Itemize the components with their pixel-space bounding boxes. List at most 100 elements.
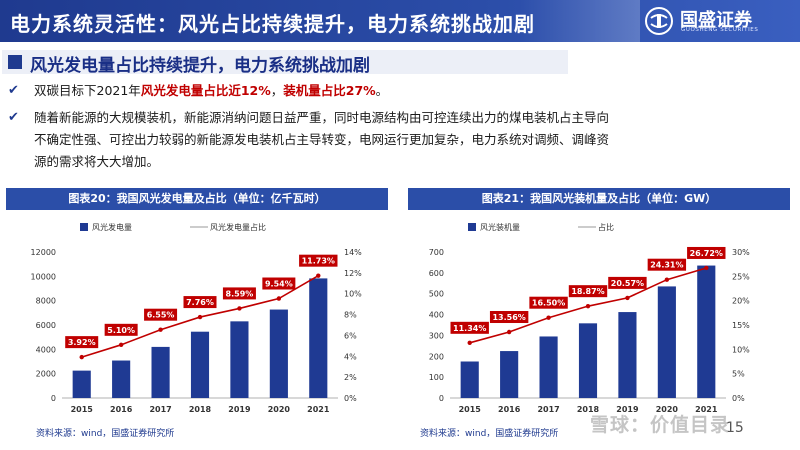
legend-label-line: 风光发电量占比 <box>210 222 266 232</box>
data-label-bg <box>299 254 338 267</box>
section-title: 风光发电量占比持续提升，电力系统挑战加剧 <box>30 56 370 76</box>
y-left-tick-label: 12000 <box>31 248 56 257</box>
bullet-2-line-3: 源的需求将大大增加。 <box>34 154 160 169</box>
legend-swatch-bar <box>80 223 88 231</box>
y-right-tick-label: 25% <box>732 272 750 281</box>
bullet-1-highlight-generation: 风光发电量占比近12% <box>140 83 271 98</box>
y-left-tick-label: 700 <box>429 248 444 257</box>
line-point <box>276 296 282 301</box>
data-label-bg <box>450 321 489 334</box>
y-left-tick-label: 400 <box>429 311 444 320</box>
data-label: 18.87% <box>571 287 604 296</box>
x-tick-label: 2017 <box>149 405 171 414</box>
line-point <box>585 303 591 309</box>
y-right-tick-label: 5% <box>732 370 745 379</box>
bar-2017 <box>151 346 170 398</box>
bullet-1-part: 。 <box>375 83 389 98</box>
y-right-tick-label: 12% <box>344 269 362 278</box>
chart-generation: 0 2000 4000 6000 8000 10000 12000 0% 2% 4% 6% 8% 10%… <box>31 222 363 414</box>
data-label: 3.92% <box>68 338 96 347</box>
bar-2021 <box>309 278 328 398</box>
y-right-tick-label: 4% <box>344 352 357 361</box>
bullet-1-highlight-capacity: 装机量占比27% <box>283 83 376 98</box>
bar-2018 <box>578 323 598 398</box>
data-label: 26.72% <box>690 249 723 258</box>
data-label-bg <box>222 287 256 300</box>
bar-2016 <box>500 351 519 398</box>
bullet-1-part: ， <box>270 83 284 98</box>
line-point <box>467 340 472 346</box>
header-bar: 电力系统灵活性：风光占比持续提升，电力系统挑战加剧 国盛证券 GUOSHENG … <box>0 0 800 42</box>
data-label-bg <box>65 336 99 349</box>
line-point <box>316 273 321 278</box>
line-point <box>625 295 630 301</box>
bar-2021 <box>697 265 716 398</box>
line-point <box>704 265 709 271</box>
y-right-tick-label: 6% <box>344 331 357 340</box>
data-label-bg <box>608 276 647 289</box>
x-tick-label: 2020 <box>656 405 679 414</box>
x-tick-label: 2017 <box>537 405 559 414</box>
y-right-tick-label: 10% <box>732 345 750 354</box>
data-label: 6.55% <box>147 311 175 320</box>
data-label-bg <box>104 323 138 336</box>
line-point <box>158 327 163 332</box>
x-tick-label: 2016 <box>498 405 521 414</box>
y-left-tick-label: 4000 <box>36 345 56 354</box>
bullet-1-part: 双碳目标下2021年 <box>34 83 141 98</box>
data-label: 7.76% <box>186 298 214 307</box>
y-left-tick-label: 0 <box>439 394 444 403</box>
line-point <box>79 354 84 360</box>
y-right-tick-label: 2% <box>344 373 357 382</box>
page-title: 电力系统灵活性：风光占比持续提升，电力系统挑战加剧 <box>10 12 535 36</box>
data-label: 16.50% <box>532 299 565 308</box>
y-left-tick-label: 600 <box>429 269 444 278</box>
line-point <box>546 315 551 320</box>
bullet-2-line-2: 不确定性强、可控出力较弱的新能源发电装机占主导转变，电网运行更加复杂，电力系统对… <box>34 132 610 147</box>
y-right-tick-label: 30% <box>732 248 750 257</box>
chart-title-left: 图表20：我国风光发电量及占比（单位：亿千瓦时） <box>6 188 388 210</box>
y-left-tick-label: 500 <box>429 290 444 299</box>
data-label-bg <box>568 285 608 298</box>
x-tick-label: 2018 <box>577 405 600 414</box>
bar-2019 <box>230 321 249 398</box>
data-label: 13.56% <box>492 313 525 322</box>
bar-2015 <box>460 361 479 398</box>
y-right-tick-label: 10% <box>344 290 362 299</box>
line-point <box>237 306 242 311</box>
data-label: 24.31% <box>650 261 683 270</box>
y-right-tick-label: 8% <box>344 311 357 320</box>
legend-swatch-bar <box>468 223 476 231</box>
y-left-tick-label: 2000 <box>36 370 56 379</box>
x-tick-label: 2019 <box>616 405 639 414</box>
bar-2016 <box>112 360 131 398</box>
data-label: 9.54% <box>265 280 293 289</box>
data-label-bg <box>529 296 568 309</box>
checkmark-icon: ✔ <box>8 83 19 98</box>
logo-text: 国盛证券 <box>680 10 752 31</box>
y-right-tick-label: 14% <box>344 248 362 257</box>
bar-2017 <box>539 336 558 398</box>
x-tick-label: 2021 <box>695 405 718 414</box>
line-point <box>118 342 124 348</box>
legend-label-bar: 风光装机量 <box>480 222 520 232</box>
data-label: 20.57% <box>611 279 644 288</box>
data-label-bg <box>647 258 687 271</box>
y-left-tick-label: 8000 <box>36 297 56 306</box>
x-tick-label: 2015 <box>71 405 94 414</box>
y-right-tick-label: 20% <box>732 297 750 306</box>
y-left-tick-label: 0 <box>51 394 56 403</box>
logo-subtext: GUOSHENG SECURITIES <box>681 27 759 33</box>
data-label: 8.59% <box>226 289 254 298</box>
data-label: 5.10% <box>107 326 135 335</box>
y-left-tick-label: 6000 <box>36 321 56 330</box>
bullet-text-1: 双碳目标下2021年风光发电量占比近12%，装机量占比27%。 <box>34 82 388 100</box>
chart-capacity: 0 100 200 300 400 500 600 700 0% 5% 10% 15% 20% 25% 30… <box>429 222 750 414</box>
x-tick-label: 2018 <box>189 405 212 414</box>
section-title-bar <box>2 50 568 74</box>
x-tick-label: 2016 <box>110 405 133 414</box>
data-label-bg <box>687 246 726 259</box>
line-point <box>664 277 670 282</box>
x-tick-label: 2019 <box>228 405 251 414</box>
bar-2020 <box>269 309 288 398</box>
